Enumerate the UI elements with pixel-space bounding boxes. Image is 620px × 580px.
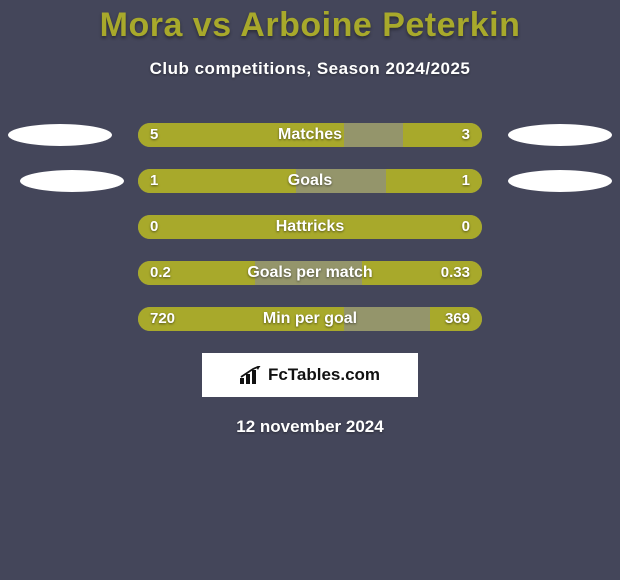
bar-left — [138, 123, 344, 147]
bar-left — [138, 215, 482, 239]
bar-track — [138, 169, 482, 193]
page-title: Mora vs Arboine Peterkin — [0, 0, 620, 45]
value-right: 369 — [445, 307, 470, 331]
player-indicator-right — [508, 170, 612, 192]
value-right: 1 — [462, 169, 470, 193]
value-left: 1 — [150, 169, 158, 193]
value-right: 3 — [462, 123, 470, 147]
brand-badge: FcTables.com — [202, 353, 418, 397]
stat-row: 720369Min per goal — [0, 307, 620, 331]
value-left: 720 — [150, 307, 175, 331]
player-indicator-right — [508, 124, 612, 146]
value-left: 0 — [150, 215, 158, 239]
bar-track — [138, 261, 482, 285]
value-right: 0.33 — [441, 261, 470, 285]
bar-right — [403, 123, 482, 147]
stat-row: 00Hattricks — [0, 215, 620, 239]
value-left: 5 — [150, 123, 158, 147]
date-label: 12 november 2024 — [0, 417, 620, 437]
bar-track — [138, 123, 482, 147]
brand-text: FcTables.com — [268, 365, 380, 385]
player-indicator-left — [8, 124, 112, 146]
bar-left — [138, 169, 296, 193]
player-indicator-left — [20, 170, 124, 192]
stats-container: 53Matches11Goals00Hattricks0.20.33Goals … — [0, 123, 620, 331]
stat-row: 11Goals — [0, 169, 620, 193]
value-right: 0 — [462, 215, 470, 239]
subtitle: Club competitions, Season 2024/2025 — [0, 59, 620, 79]
bar-track — [138, 215, 482, 239]
stat-row: 53Matches — [0, 123, 620, 147]
bar-track — [138, 307, 482, 331]
brand-chart-icon — [240, 366, 262, 384]
value-left: 0.2 — [150, 261, 171, 285]
stat-row: 0.20.33Goals per match — [0, 261, 620, 285]
